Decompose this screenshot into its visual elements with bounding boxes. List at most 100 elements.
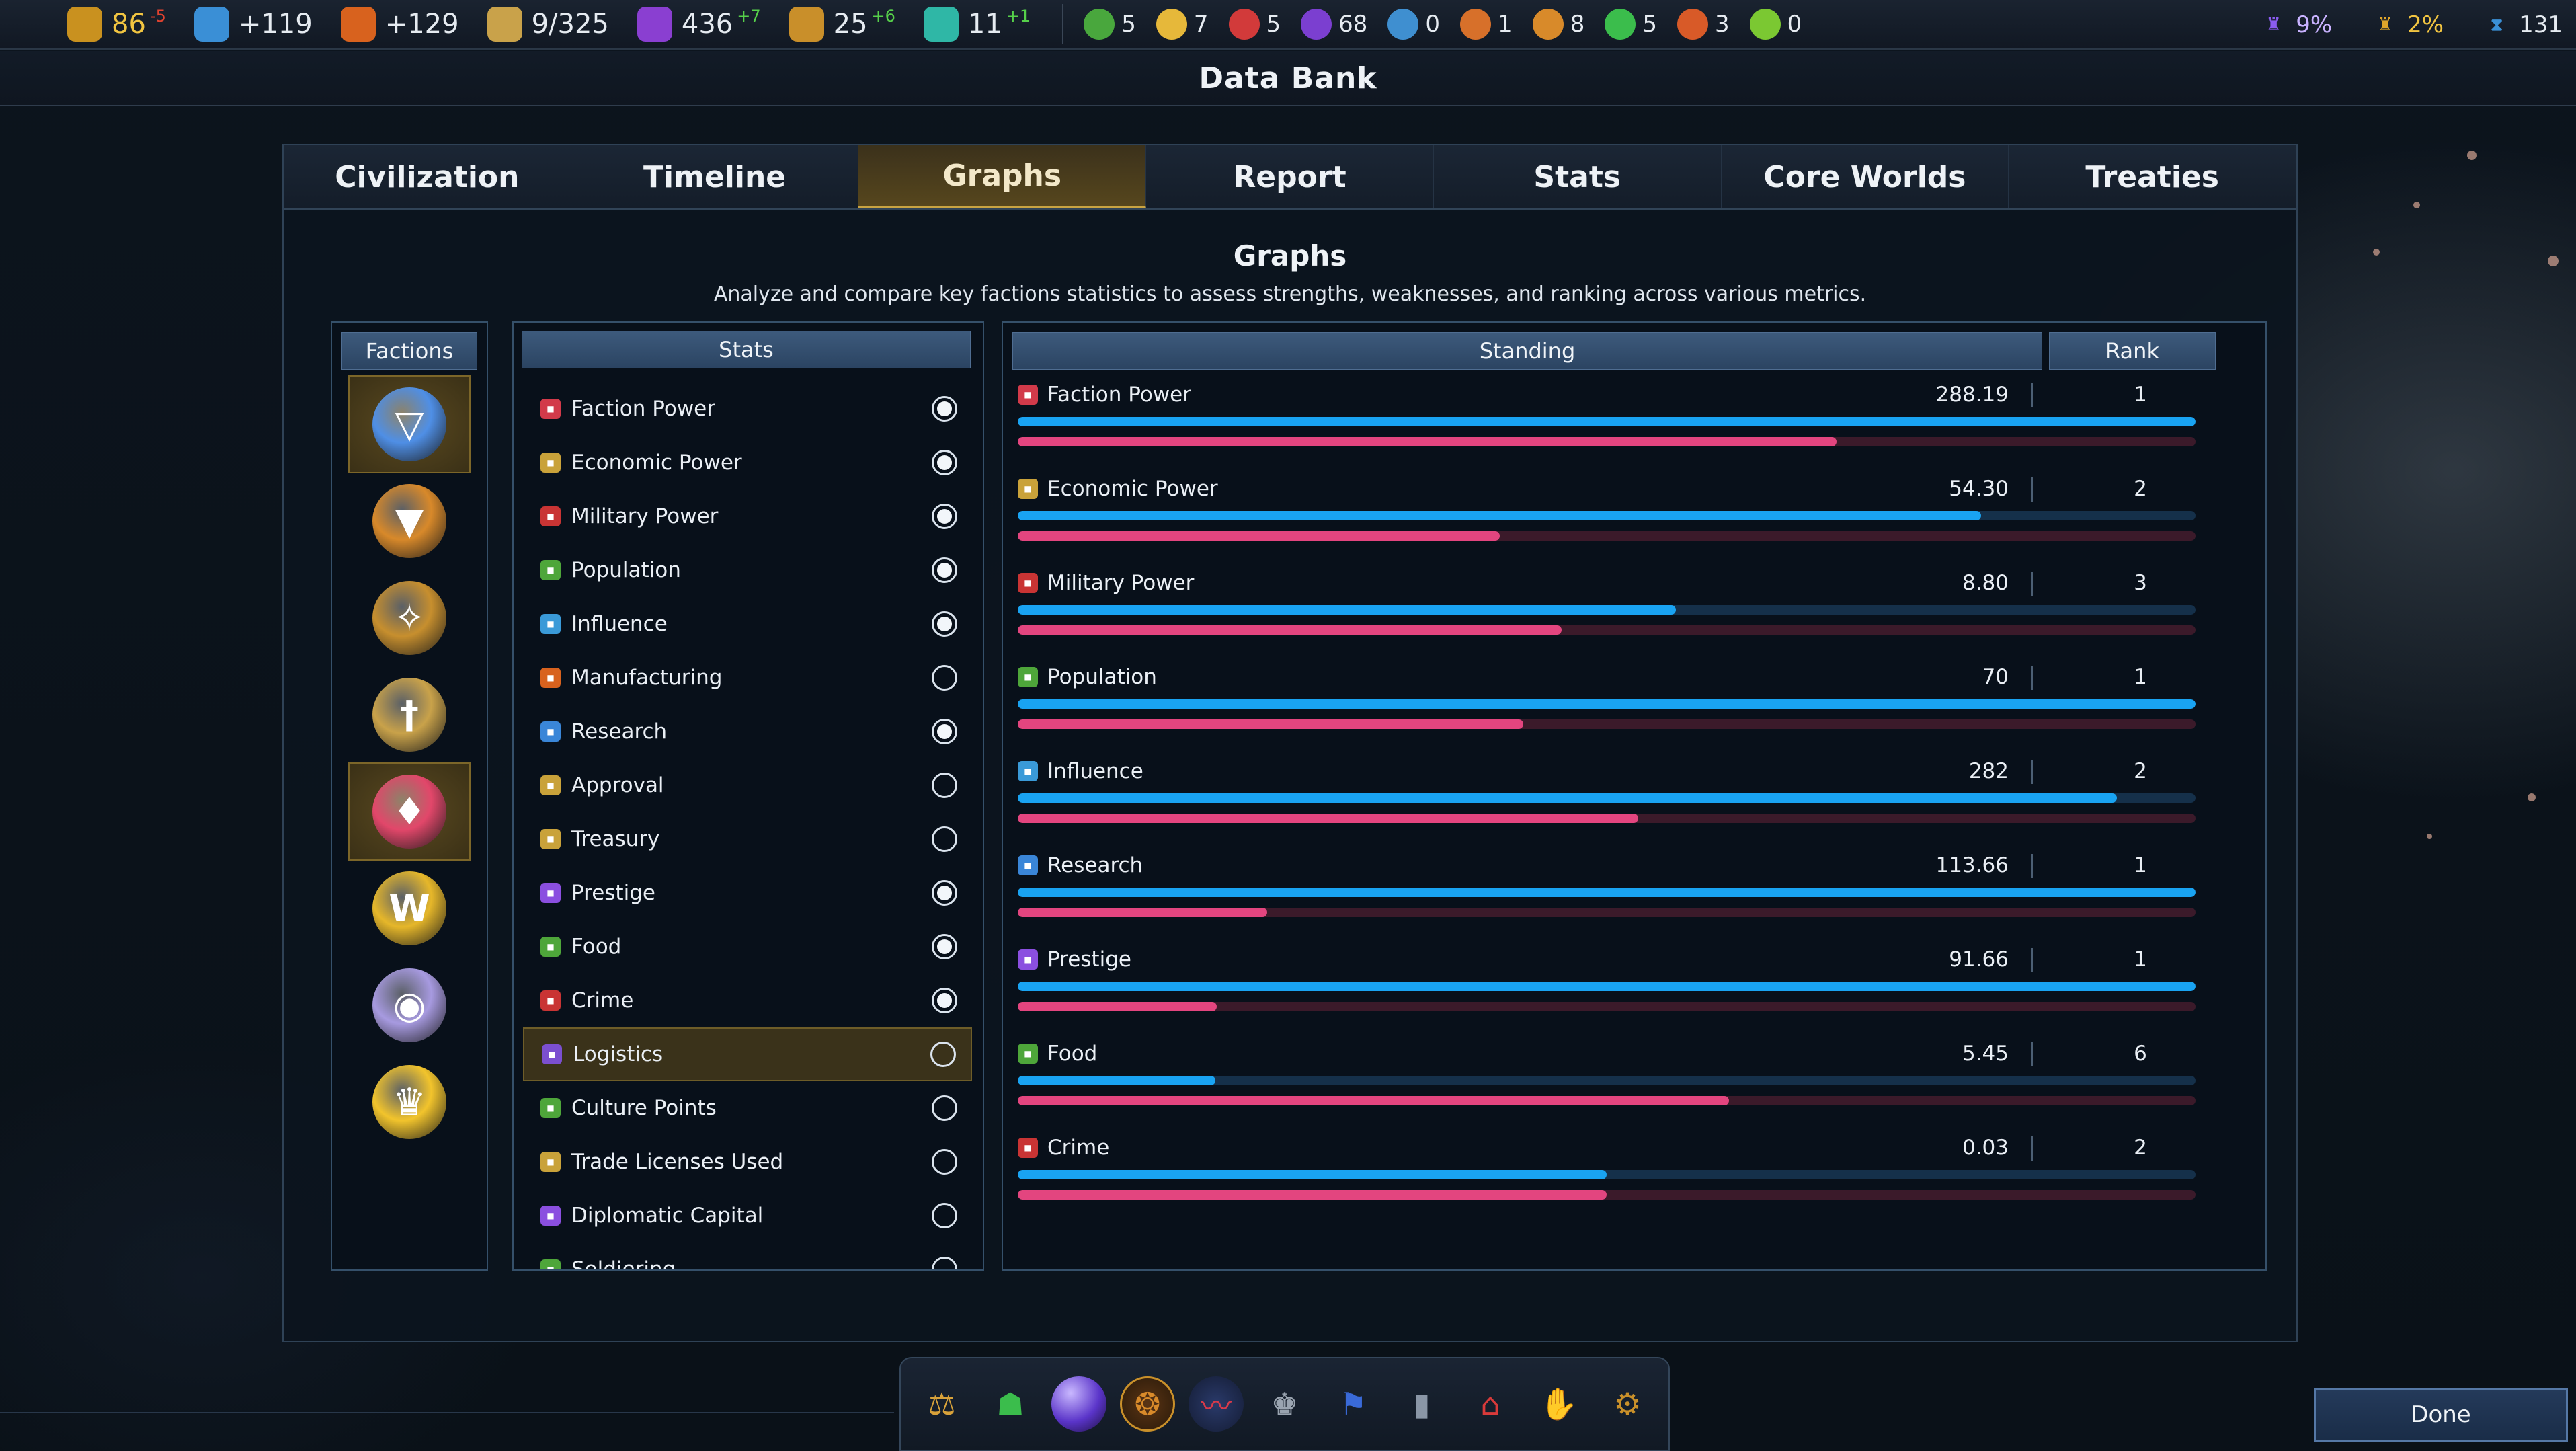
stat-row[interactable]: ■ Research [523, 705, 972, 758]
stat-radio[interactable] [932, 504, 957, 529]
stat-row[interactable]: ■ Trade Licenses Used [523, 1135, 972, 1189]
stat-row[interactable]: ■ Diplomatic Capital [523, 1189, 972, 1243]
stat-radio[interactable] [932, 611, 957, 637]
victory-stat-item[interactable]: ♜ 2% [2370, 9, 2444, 40]
faction-item[interactable]: ◉ [348, 956, 471, 1054]
stat-radio[interactable] [932, 1095, 957, 1121]
stat-row[interactable]: ■ Influence [523, 597, 972, 651]
standing-rank: 2 [2134, 1136, 2147, 1160]
tab-civilization[interactable]: Civilization [284, 145, 571, 208]
stat-radio[interactable] [932, 396, 957, 422]
strategic-resource-item[interactable]: 5 [1084, 9, 1136, 40]
standing-rank: 1 [2134, 947, 2147, 972]
strategic-resource-item[interactable]: 0 [1387, 9, 1440, 40]
resource-value: +119 [238, 9, 313, 40]
bottom-divider [0, 1412, 894, 1413]
strategic-resource-item[interactable]: 1 [1460, 9, 1513, 40]
tab-report[interactable]: Report [1146, 145, 1434, 208]
tab-timeline[interactable]: Timeline [571, 145, 859, 208]
stat-row[interactable]: ■ Soldiering [523, 1243, 972, 1269]
planet-icon[interactable] [1051, 1376, 1106, 1432]
faction-item[interactable]: ▼ [348, 472, 471, 570]
stat-row[interactable]: ■ Population [523, 543, 972, 597]
resource-item[interactable]: 9/325 [487, 7, 609, 42]
stat-row[interactable]: ■ Approval [523, 758, 972, 812]
stat-label: Faction Power [571, 397, 715, 421]
stat-row[interactable]: ■ Economic Power [523, 436, 972, 489]
standing-label: ■ Food [1018, 1037, 1097, 1070]
tab-stats[interactable]: Stats [1434, 145, 1722, 208]
value-rank-divider [2031, 854, 2033, 878]
flag-icon[interactable]: ⚑ [1339, 1386, 1367, 1422]
stat-radio[interactable] [932, 1257, 957, 1269]
stat-radio[interactable] [930, 1042, 956, 1067]
faction-item[interactable]: W [348, 859, 471, 957]
factions-header: Factions [341, 332, 477, 370]
victory-stat-item[interactable]: ♜ 9% [2258, 9, 2333, 40]
temple-icon[interactable]: ⌂ [1480, 1386, 1500, 1422]
resource-item[interactable]: 11 +1 [923, 7, 1030, 42]
strategic-resource-item[interactable]: 5 [1228, 9, 1281, 40]
scales-icon[interactable]: ⚖ [928, 1386, 956, 1422]
stat-radio[interactable] [932, 1203, 957, 1228]
stat-radio[interactable] [932, 826, 957, 852]
stat-radio[interactable] [932, 450, 957, 475]
strategic-resource-item[interactable]: 0 [1749, 9, 1802, 40]
stat-row[interactable]: ■ Faction Power [523, 382, 972, 436]
terran-faction-icon: ▽ [372, 387, 446, 461]
page-title: Graphs [1233, 239, 1347, 272]
stat-row[interactable]: ■ Manufacturing [523, 651, 972, 705]
tab-core-worlds[interactable]: Core Worlds [1722, 145, 2009, 208]
council-gear-icon[interactable]: ⚙ [1613, 1386, 1642, 1422]
resource-item[interactable]: 436 +7 [637, 7, 761, 42]
done-button[interactable]: Done [2314, 1388, 2568, 1442]
strategic-resource-item[interactable]: 7 [1156, 9, 1209, 40]
tab-graphs[interactable]: Graphs [858, 145, 1147, 208]
stat-row[interactable]: ■ Crime [523, 974, 972, 1027]
standing-value: 91.66 [1949, 947, 2009, 972]
faction-item[interactable]: ✧ [348, 569, 471, 667]
resource-item[interactable]: +119 [194, 7, 313, 42]
stat-row[interactable]: ■ Logistics [523, 1027, 972, 1081]
economy-graph-icon[interactable]: 〰 [1189, 1376, 1244, 1432]
resource-item[interactable]: 25 +6 [789, 7, 895, 42]
stat-row[interactable]: ■ Prestige [523, 866, 972, 920]
stat-row[interactable]: ■ Military Power [523, 489, 972, 543]
stat-radio[interactable] [932, 665, 957, 691]
crest-icon[interactable]: ❂ [1120, 1376, 1175, 1432]
stat-radio[interactable] [932, 557, 957, 583]
handshake-icon[interactable]: ✋ [1539, 1385, 1578, 1422]
victory-stat-item[interactable]: ⧗ 131 [2481, 9, 2563, 40]
prestige-icon: ■ [1018, 949, 1038, 970]
stat-radio[interactable] [932, 719, 957, 744]
standing-row: ■ Research 113.66 1 [1018, 849, 2201, 929]
faction-item[interactable]: † [348, 666, 471, 764]
resource-item[interactable]: 86 -5 [67, 7, 166, 42]
stat-radio[interactable] [932, 773, 957, 798]
strategic-resource-item[interactable]: 8 [1532, 9, 1584, 40]
building-icon [923, 7, 959, 42]
standing-row: ■ Military Power 8.80 3 [1018, 566, 2201, 647]
pillar-icon[interactable]: ▮ [1413, 1386, 1431, 1422]
faction-item[interactable]: ▽ [348, 375, 471, 473]
stat-radio[interactable] [932, 1149, 957, 1175]
stat-row[interactable]: ■ Food [523, 920, 972, 974]
resource-item[interactable]: +129 [340, 7, 459, 42]
player-bar-fill [1018, 511, 1982, 520]
leader-icon[interactable]: ☗ [996, 1386, 1024, 1422]
faction-item[interactable]: ♛ [348, 1053, 471, 1151]
stat-row[interactable]: ■ Culture Points [523, 1081, 972, 1135]
stat-radio[interactable] [932, 934, 957, 959]
stat-radio[interactable] [932, 880, 957, 906]
strategic-resource-item[interactable]: 3 [1677, 9, 1730, 40]
trophy-icon[interactable]: ♚ [1271, 1386, 1299, 1422]
standing-value: 8.80 [1962, 571, 2009, 595]
rival-bar [1018, 531, 2196, 541]
tab-treaties[interactable]: Treaties [2009, 145, 2297, 208]
stat-row[interactable]: ■ Treasury [523, 812, 972, 866]
strategic-resource-item[interactable]: 5 [1605, 9, 1657, 40]
faction-item[interactable]: ♦ [348, 762, 471, 861]
stat-label: Logistics [573, 1042, 663, 1066]
stat-radio[interactable] [932, 988, 957, 1013]
strategic-resource-item[interactable]: 68 [1301, 9, 1367, 40]
